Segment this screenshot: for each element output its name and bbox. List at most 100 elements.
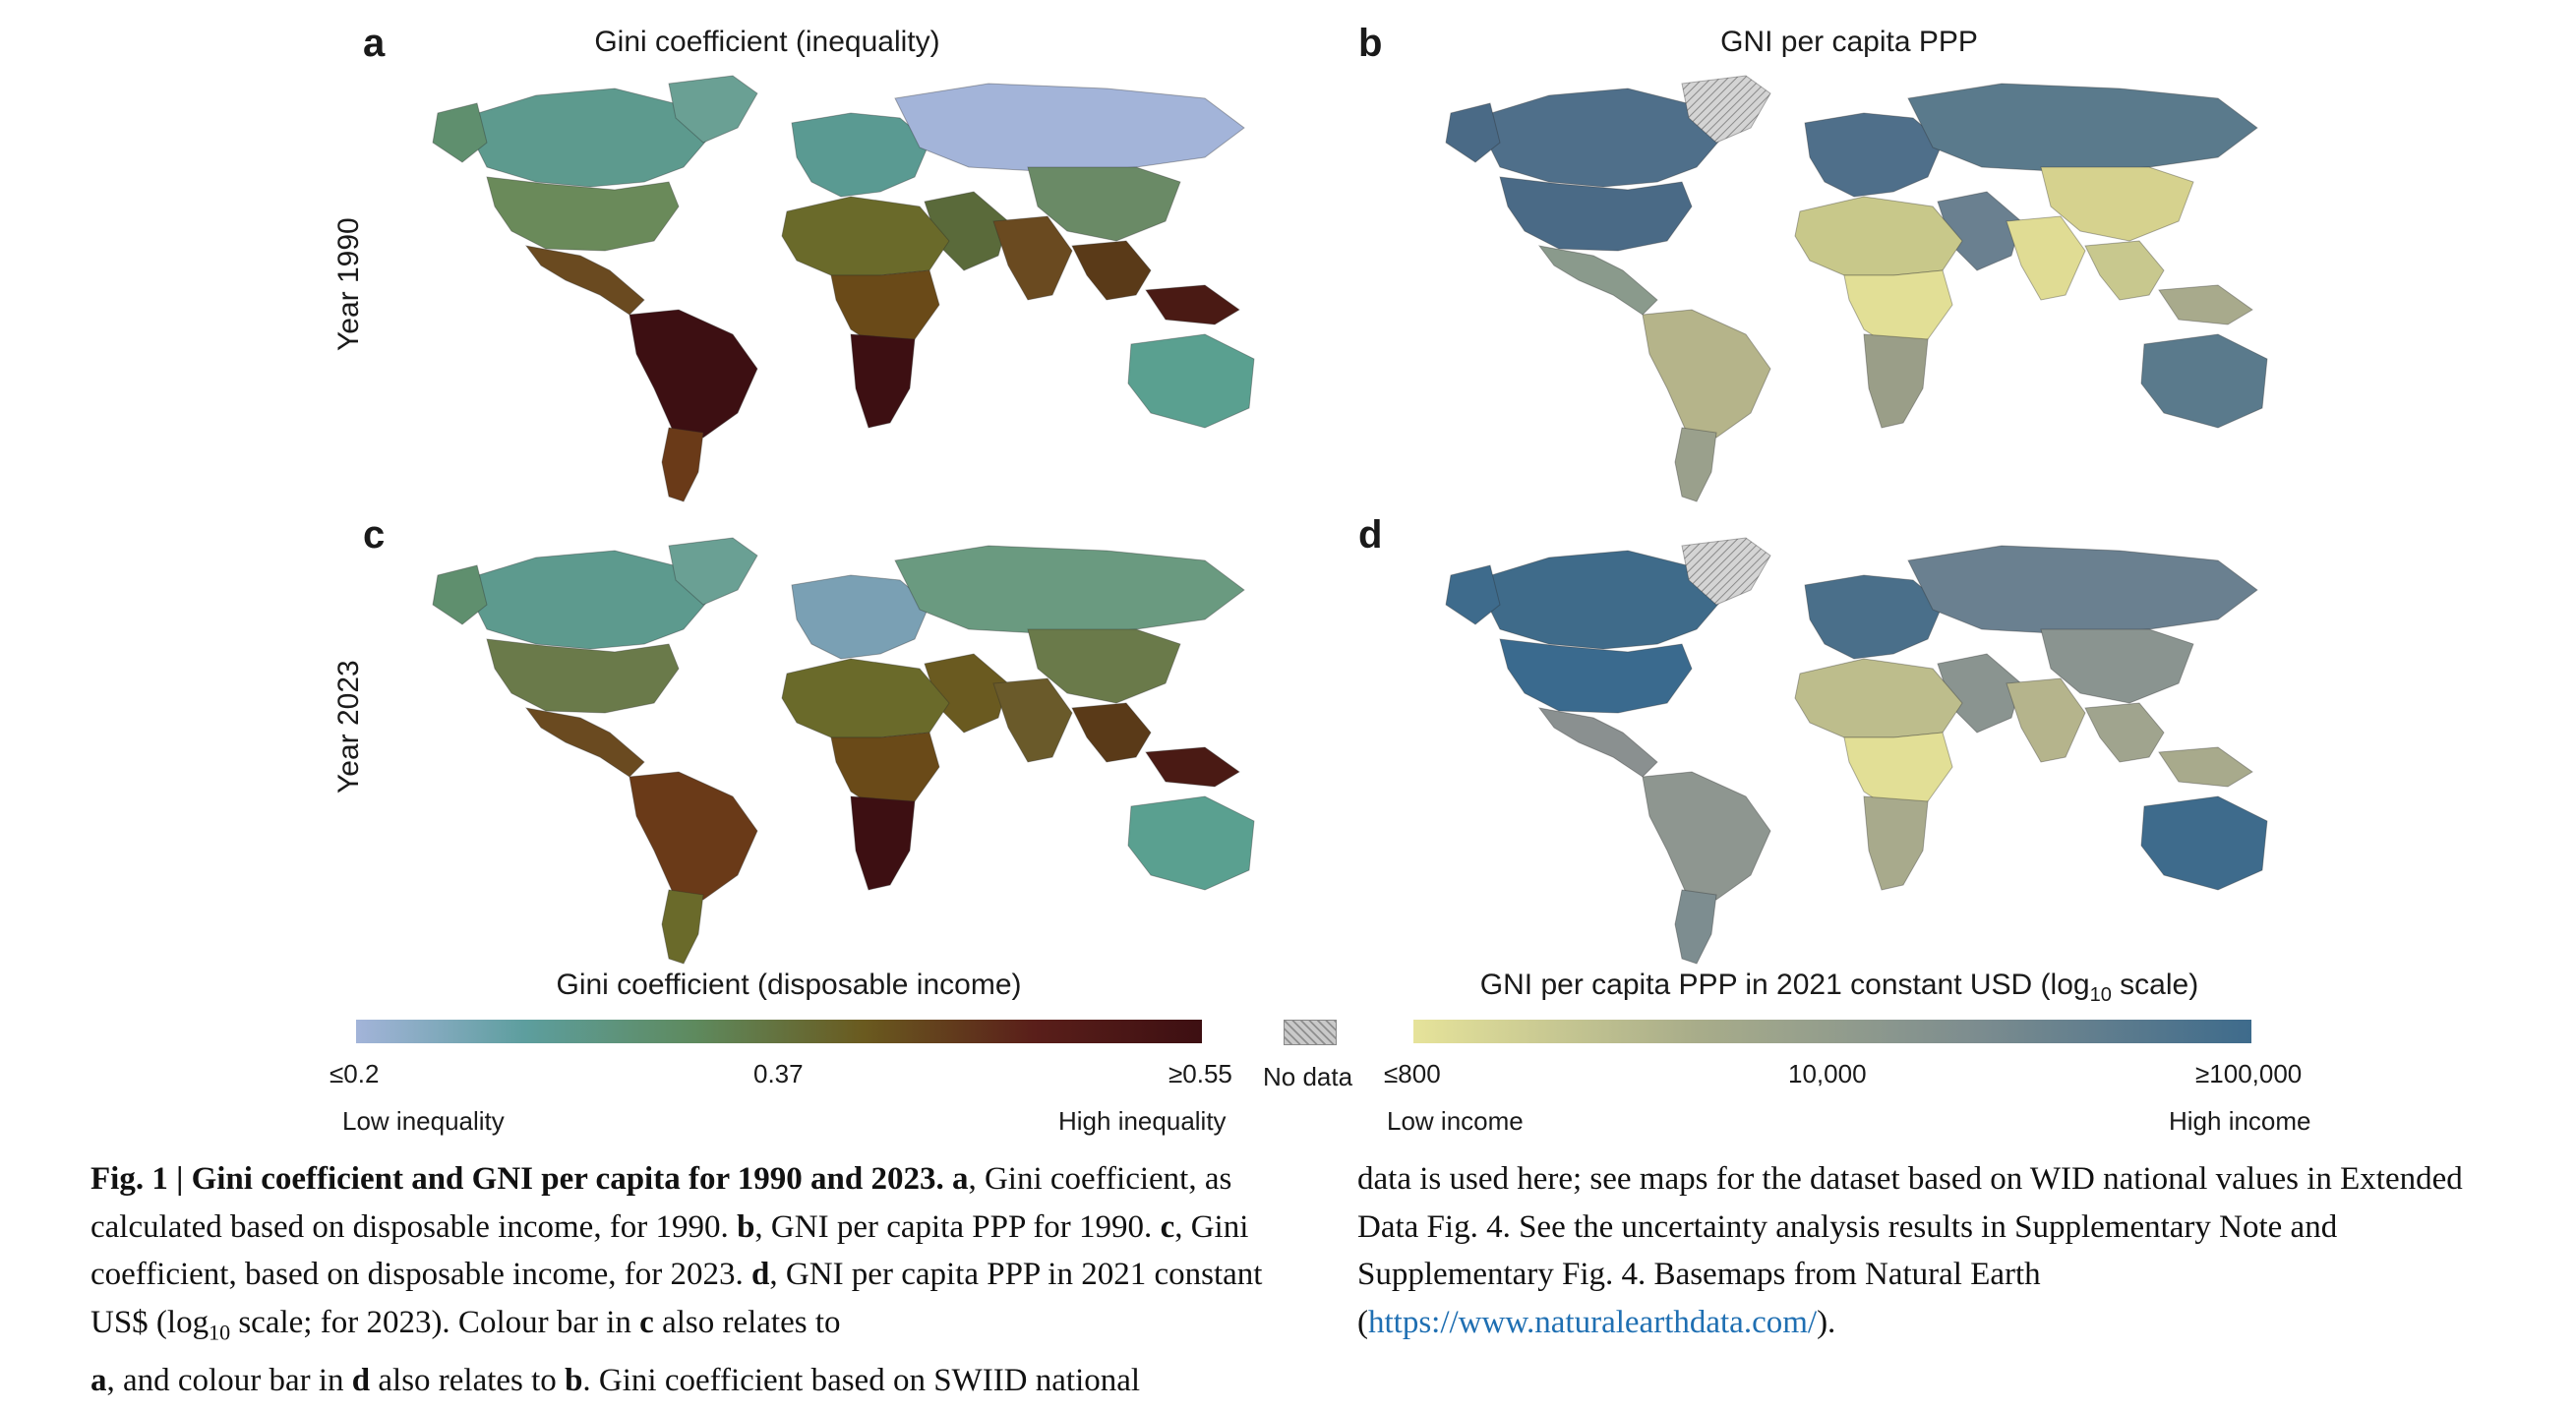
map-region-europe bbox=[791, 574, 930, 660]
colorbar-gini-high-label: High inequality bbox=[1058, 1106, 1227, 1136]
map-region-pacific bbox=[2158, 746, 2253, 788]
nodata-swatch bbox=[1284, 1020, 1337, 1045]
map-region-usa bbox=[486, 176, 680, 252]
caption-letter-b: b bbox=[737, 1208, 755, 1245]
map-region-africa-north bbox=[1794, 196, 1963, 276]
map-region-canada bbox=[461, 550, 714, 650]
panel-letter-d: d bbox=[1358, 513, 1383, 557]
row-label-2023: Year 2023 bbox=[332, 660, 365, 794]
caption-text-h-left: . Gini coefficient based on SWIID nation… bbox=[582, 1362, 1141, 1398]
world-map-svg bbox=[1445, 75, 2268, 502]
map-region-africa-north bbox=[781, 658, 950, 738]
map-gni-2023 bbox=[1431, 536, 2297, 969]
caption-text-d1: , GNI per capita PPP in 2021 constant US… bbox=[90, 1257, 1263, 1340]
caption-text-h-right: data is used here; see maps for the data… bbox=[1357, 1161, 2463, 1340]
map-region-china bbox=[2040, 628, 2194, 704]
caption-link-natural-earth[interactable]: https://www.naturalearthdata.com/ bbox=[1368, 1304, 1818, 1340]
panel-title-b: GNI per capita PPP bbox=[1720, 26, 1978, 58]
map-region-pacific bbox=[1145, 284, 1240, 325]
map-region-south-asia bbox=[992, 215, 1073, 301]
map-region-greenland bbox=[1681, 75, 1771, 144]
map-region-europe bbox=[1804, 112, 1944, 198]
map-region-north-america bbox=[432, 564, 488, 625]
caption-fig-label: Fig. 1 | Gini coefficient and GNI per ca… bbox=[90, 1161, 944, 1197]
caption-text-d2: scale; for 2023). Colour bar in bbox=[230, 1304, 631, 1340]
nodata-label: No data bbox=[1263, 1062, 1353, 1091]
world-map-svg bbox=[432, 537, 1255, 965]
map-gini-2023 bbox=[418, 536, 1284, 969]
world-map-svg bbox=[432, 75, 1255, 502]
map-region-south-america-south bbox=[661, 889, 704, 965]
map-region-usa bbox=[1499, 176, 1693, 252]
map-region-usa bbox=[1499, 638, 1693, 714]
map-region-south-asia bbox=[2006, 677, 2086, 763]
map-region-australia bbox=[2140, 333, 2268, 429]
map-region-europe bbox=[1804, 574, 1944, 660]
map-region-mexico bbox=[1537, 245, 1658, 316]
figure-caption-left: Fig. 1 | Gini coefficient and GNI per ca… bbox=[90, 1155, 1315, 1404]
colorbar-gini-low-label: Low inequality bbox=[342, 1106, 505, 1136]
colorbar-gni-title-post: scale) bbox=[2111, 969, 2199, 1001]
map-region-europe bbox=[791, 112, 930, 198]
caption-text-end: ). bbox=[1817, 1304, 1836, 1340]
caption-text-e: also relates to bbox=[662, 1304, 841, 1340]
map-region-mexico bbox=[524, 707, 645, 778]
map-region-canada bbox=[1474, 550, 1727, 650]
map-region-north-america bbox=[1445, 102, 1501, 163]
map-region-africa-south bbox=[850, 795, 916, 891]
map-region-australia bbox=[1127, 795, 1255, 891]
map-region-china bbox=[1027, 166, 1181, 242]
colorbar-gni bbox=[1413, 1020, 2251, 1043]
map-region-se-asia bbox=[1071, 240, 1152, 301]
map-region-usa bbox=[486, 638, 680, 714]
colorbar-gini-title: Gini coefficient (disposable income) bbox=[556, 969, 1022, 1001]
map-region-south-america bbox=[1642, 771, 1771, 901]
colorbar-gni-title-sub: 10 bbox=[2089, 984, 2112, 1006]
map-region-australia bbox=[1127, 333, 1255, 429]
map-region-africa-south bbox=[850, 333, 916, 429]
caption-text-c: , Gini coefficient, based on disposable … bbox=[90, 1208, 1249, 1293]
map-region-south-asia bbox=[992, 677, 1073, 763]
colorbar-gni-high-label: High income bbox=[2169, 1106, 2311, 1136]
caption-text-g: also relates to bbox=[378, 1362, 557, 1398]
map-region-se-asia bbox=[1071, 702, 1152, 763]
colorbar-gni-title-pre: GNI per capita PPP in 2021 constant USD … bbox=[1479, 969, 2090, 1001]
caption-letter-a: a bbox=[951, 1161, 969, 1197]
map-region-greenland bbox=[668, 537, 758, 606]
colorbar-gini-tick-min: ≤0.2 bbox=[329, 1059, 380, 1088]
map-region-mexico bbox=[1537, 707, 1658, 778]
colorbar-gni-tick-mid: 10,000 bbox=[1788, 1059, 1867, 1088]
colorbar-gni-tick-min: ≤800 bbox=[1384, 1059, 1441, 1088]
map-region-north-america bbox=[432, 102, 488, 163]
caption-letter-a2: a bbox=[90, 1362, 107, 1398]
map-region-greenland bbox=[668, 75, 758, 144]
map-region-africa-south bbox=[1863, 795, 1929, 891]
map-region-south-america bbox=[629, 771, 758, 901]
map-region-south-america bbox=[1642, 309, 1771, 439]
row-label-1990: Year 1990 bbox=[332, 217, 365, 351]
colorbar-gni-title: GNI per capita PPP in 2021 constant USD … bbox=[1407, 969, 2272, 1007]
panel-letter-b: b bbox=[1358, 22, 1383, 65]
map-region-south-america-south bbox=[1674, 427, 1717, 502]
map-region-australia bbox=[2140, 795, 2268, 891]
colorbar-gini-tick-max: ≥0.55 bbox=[1168, 1059, 1232, 1088]
map-region-africa-north bbox=[1794, 658, 1963, 738]
map-region-south-america-south bbox=[1674, 889, 1717, 965]
caption-text-a: , Gini coefficient, as calculated based … bbox=[90, 1161, 1232, 1245]
panel-title-a: Gini coefficient (inequality) bbox=[594, 26, 940, 58]
map-region-south-america-south bbox=[661, 427, 704, 502]
map-region-se-asia bbox=[2084, 702, 2165, 763]
caption-letter-c: c bbox=[1160, 1208, 1175, 1245]
map-region-russia bbox=[894, 545, 1245, 635]
map-region-north-america bbox=[1445, 564, 1501, 625]
map-region-se-asia bbox=[2084, 240, 2165, 301]
map-region-greenland bbox=[1681, 537, 1771, 606]
map-region-china bbox=[1027, 628, 1181, 704]
colorbar-gni-tick-max: ≥100,000 bbox=[2195, 1059, 2303, 1088]
colorbar-gini-tick-mid: 0.37 bbox=[753, 1059, 804, 1088]
map-region-canada bbox=[1474, 88, 1727, 188]
map-region-africa-south bbox=[1863, 333, 1929, 429]
caption-letter-c2: c bbox=[639, 1304, 654, 1340]
caption-letter-d: d bbox=[751, 1257, 770, 1292]
map-region-africa-north bbox=[781, 196, 950, 276]
